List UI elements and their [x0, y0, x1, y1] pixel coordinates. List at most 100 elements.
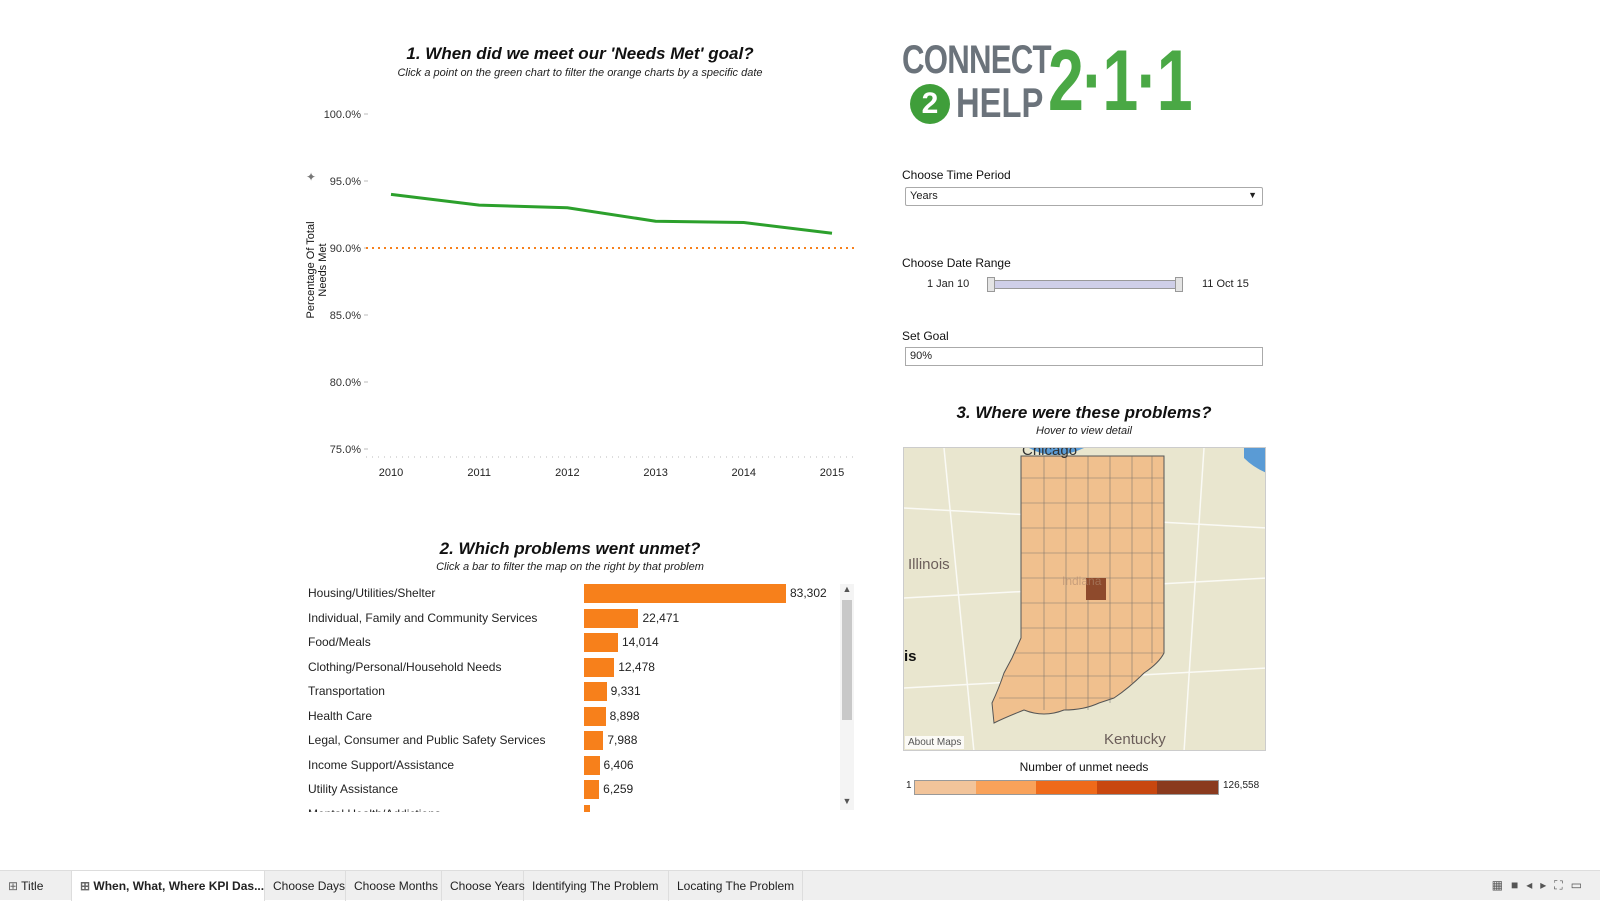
grid-icon: ⊞	[80, 879, 94, 893]
y-axis-title: Percentage Of Total Needs Met	[305, 221, 329, 319]
chart1-subtitle: Click a point on the green chart to filt…	[397, 67, 763, 79]
bar-value: 12,478	[618, 659, 655, 674]
tab-choose-days[interactable]: Choose Days	[265, 871, 346, 901]
scroll-up-icon[interactable]: ▲	[842, 584, 852, 594]
chart1-title: 1. When did we meet our 'Needs Met' goal…	[406, 44, 754, 63]
bar[interactable]	[584, 804, 590, 812]
bar-label: Utility Assistance	[308, 782, 399, 796]
indiana-state-shape	[991, 455, 1165, 724]
bar-value: 6,406	[603, 757, 634, 772]
set-goal-label: Set Goal	[902, 329, 949, 343]
bar-row[interactable]: Income Support/Assistance 6,406	[308, 755, 848, 776]
tab-label: Identifying The Problem	[532, 879, 659, 893]
x-tick-label: 2010	[379, 467, 403, 479]
tab-nav-controls[interactable]: ▦■◂▸⛶▭	[1491, 878, 1590, 892]
marion-county-highlight	[1086, 578, 1106, 600]
unmet-problems-bar-chart[interactable]: Housing/Utilities/Shelter 83,302 Individu…	[0, 580, 860, 812]
bar-label: Food/Meals	[308, 635, 371, 649]
color-legend	[914, 780, 1219, 795]
bar[interactable]	[584, 731, 604, 750]
tab-choose-months[interactable]: Choose Months	[346, 871, 442, 901]
tab-label: Title	[21, 879, 44, 893]
legend-title: Number of unmet needs	[1019, 760, 1149, 774]
time-period-value: Years	[910, 190, 938, 202]
date-end: 11 Oct 15	[1202, 278, 1249, 290]
bar-row[interactable]: Individual, Family and Community Service…	[308, 608, 848, 629]
bar[interactable]	[584, 706, 606, 726]
map-subtitle: Hover to view detail	[1036, 425, 1132, 437]
bar-row[interactable]: Clothing/Personal/Household Needs 12,478	[308, 657, 848, 678]
bar-chart-scrollbar[interactable]: ▲ ▼	[840, 584, 854, 810]
bar[interactable]	[584, 657, 615, 677]
legend-min: 1	[906, 780, 912, 791]
bar-value: 9,331	[610, 684, 641, 698]
date-start: 1 Jan 10	[927, 278, 970, 290]
time-period-dropdown[interactable]: Years ▼	[905, 187, 1263, 206]
scrollbar-thumb[interactable]	[842, 600, 852, 720]
bar[interactable]	[584, 780, 600, 799]
bar-row[interactable]: Utility Assistance 6,259	[308, 780, 848, 800]
bar[interactable]	[584, 682, 607, 701]
bar-row[interactable]: Transportation 9,331	[308, 682, 848, 702]
legend-swatch	[975, 781, 1037, 794]
map-label-is: is	[904, 648, 917, 665]
tab-title[interactable]: ⊞ Title	[0, 871, 72, 901]
legend-swatch	[915, 781, 976, 794]
bar-row[interactable]: Housing/Utilities/Shelter 83,302	[308, 584, 848, 604]
bar[interactable]	[584, 755, 600, 775]
date-range-label: Choose Date Range	[902, 256, 1011, 270]
legend-max: 126,558	[1223, 780, 1260, 791]
bar-label: Mental Health/Addictions	[308, 806, 441, 821]
tab-label: Locating The Problem	[677, 879, 795, 893]
connect2help-logo: CONNECT 2 HELP 2·1·1	[902, 33, 1193, 129]
chart2-subtitle: Click a bar to filter the map on the rig…	[436, 561, 704, 573]
about-maps-link[interactable]: About Maps	[905, 736, 965, 749]
bar-row[interactable]: Health Care 8,898	[308, 706, 848, 727]
indiana-map[interactable]: Chicago Illinois is Kentucky Indiana Abo…	[903, 447, 1266, 751]
bar-label: Health Care	[308, 708, 373, 723]
bar[interactable]	[584, 584, 786, 603]
map-label-kentucky: Kentucky	[1104, 731, 1166, 748]
date-range-slider[interactable]	[987, 277, 1183, 292]
bar[interactable]	[584, 608, 639, 628]
y-tick-label: 80.0%	[330, 377, 361, 389]
x-tick-label: 2015	[820, 467, 844, 479]
bar-row[interactable]: Mental Health/Addictions	[308, 804, 848, 821]
map-label-indiana: Indiana	[1062, 574, 1102, 588]
x-tick-label: 2012	[555, 467, 579, 479]
chart2-title: 2. Which problems went unmet?	[439, 539, 701, 558]
bar-row[interactable]: Food/Meals 14,014	[308, 633, 848, 653]
scroll-down-icon[interactable]: ▼	[842, 796, 852, 806]
set-goal-input[interactable]: 90%	[905, 347, 1263, 366]
x-tick-label: 2013	[643, 467, 667, 479]
needs-met-line	[390, 192, 833, 235]
bar-value: 83,302	[790, 586, 827, 600]
data-point[interactable]	[739, 218, 749, 228]
slider-handle-start[interactable]	[987, 277, 995, 292]
grid-icon: ⊞	[8, 879, 22, 893]
pin-icon[interactable]: ✦	[306, 170, 317, 184]
data-point[interactable]	[562, 203, 572, 213]
bar-row[interactable]: Legal, Consumer and Public Safety Servic…	[308, 731, 848, 751]
tab-label: Choose Years	[450, 879, 525, 893]
bar-value: 7,988	[607, 733, 638, 747]
y-tick-label: 75.0%	[330, 444, 361, 456]
bar[interactable]	[584, 633, 618, 652]
tab-when-what-where-kpi-das[interactable]: ⊞ When, What, Where KPI Das...	[72, 871, 265, 901]
tab-locating-the-problem[interactable]: Locating The Problem	[669, 871, 803, 901]
data-point[interactable]	[386, 189, 396, 199]
data-point[interactable]	[474, 200, 484, 210]
tab-choose-years[interactable]: Choose Years	[442, 871, 525, 901]
slider-handle-end[interactable]	[1175, 277, 1183, 292]
tab-identifying-the-problem[interactable]: Identifying The Problem	[524, 871, 669, 901]
bar-label: Income Support/Assistance	[308, 757, 455, 772]
bar-label: Transportation	[308, 684, 385, 698]
tab-label: Choose Months	[354, 879, 439, 893]
bar-label: Clothing/Personal/Household Needs	[308, 659, 502, 674]
needs-met-line-chart[interactable]: 100.0% 95.0% 90.0% 85.0% 80.0% 75.0% 2010 2011 2…	[300, 100, 860, 490]
bar-value: 14,014	[621, 635, 659, 649]
map-label-chicago: Chicago	[1022, 447, 1078, 459]
data-point[interactable]	[651, 216, 661, 226]
x-tick-label: 2014	[732, 467, 756, 479]
data-point[interactable]	[827, 228, 837, 238]
